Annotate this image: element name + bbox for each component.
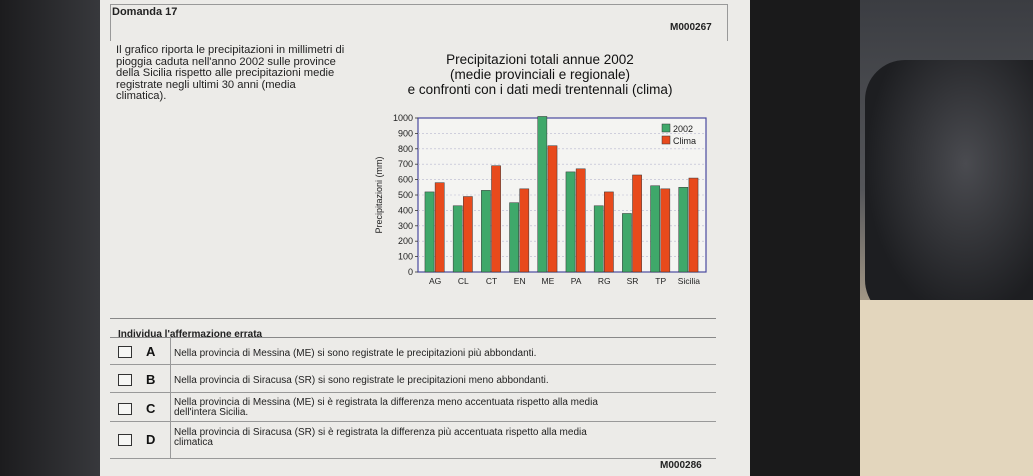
option-b-checkbox[interactable] [118,374,132,386]
option-c[interactable]: C Nella provincia di Messina (ME) si è r… [110,393,716,422]
bar-2002-pa [565,171,576,273]
y-tick-label: 700 [398,159,413,169]
y-tick-label: 400 [398,205,413,215]
option-b[interactable]: B Nella provincia di Siracusa (SR) si so… [110,365,716,393]
option-divider [170,422,171,458]
bar-clima-tp [660,188,671,273]
question-header [110,4,728,41]
bar-clima-pa [575,168,586,273]
option-a-letter: A [146,344,156,359]
bar-2002-ct [481,190,491,273]
option-d-letter: D [146,432,156,447]
legend-swatch-clima [661,135,671,145]
option-divider [170,337,171,364]
chart-title-line-2: (medie provinciali e regionale) [449,67,631,82]
y-tick-label: 900 [398,128,413,138]
bar-2002-en [509,202,519,273]
legend-label-2002: 2002 [673,124,693,134]
bar-2002-sr [622,213,632,273]
question-prompt: Individua l'affermazione errata [118,329,263,340]
bar-clima-me [547,145,558,273]
option-c-letter: C [146,401,156,416]
bar-2002-sicilia [678,187,689,273]
x-tick-label: TP [655,276,666,286]
y-tick-label: 200 [398,236,413,246]
option-d[interactable]: D Nella provincia di Siracusa (SR) si è … [110,422,716,459]
x-tick-label: ME [542,276,555,286]
y-axis-label: Precipitazioni (mm) [374,156,384,233]
background-jacket [865,60,1033,320]
chart-title: Precipitazioni totali annue 2002 (medie … [380,52,700,97]
option-d-checkbox[interactable] [118,434,132,446]
bar-clima-sicilia [688,177,699,273]
bar-clima-en [519,188,530,273]
option-b-text: Nella provincia di Siracusa (SR) si sono… [174,375,549,386]
background-left [0,0,110,476]
bar-2002-tp [650,185,660,273]
bar-clima-sr [632,174,642,273]
option-divider [170,393,171,421]
question-prompt-row: Individua l'affermazione errata [110,318,716,340]
bar-2002-cl [452,205,463,273]
bar-2002-ag [424,191,435,273]
option-c-text: Nella provincia di Messina (ME) si è reg… [174,397,598,418]
option-a-text: Nella provincia di Messina (ME) si sono … [174,348,537,359]
question-description: Il grafico riporta le precipitazioni in … [116,44,345,102]
bar-clima-cl [463,196,473,273]
bar-2002-rg [593,205,604,273]
x-tick-label: Sicilia [678,276,700,286]
screen-bezel [750,0,860,476]
x-tick-label: CL [458,276,469,286]
option-d-text: Nella provincia di Siracusa (SR) si è re… [174,427,587,448]
y-tick-label: 500 [398,190,413,200]
bar-2002-me [537,116,548,273]
question-code-bottom: M000286 [660,460,702,471]
option-a[interactable]: A Nella provincia di Messina (ME) si son… [110,337,716,365]
option-b-letter: B [146,372,156,387]
y-tick-label: 600 [398,175,413,185]
x-tick-label: SR [627,276,639,286]
bar-clima-ct [491,165,501,273]
x-tick-label: RG [598,276,611,286]
y-tick-label: 300 [398,221,413,231]
option-divider [170,365,171,392]
chart-title-line-3: e confronti con i dati medi trentennali … [407,82,673,97]
option-c-checkbox[interactable] [118,403,132,415]
precipitation-bar-chart: 0 100 200 300 400 500 600 700 800 900 1000 Precipit… [374,113,707,286]
legend-label-clima: Clima [673,136,696,146]
bar-clima-rg [604,191,614,273]
y-tick-label: 1000 [393,113,413,123]
legend-swatch-2002 [661,123,671,133]
question-sheet: Domanda 17 M000267 Il grafico riporta le… [100,0,750,476]
y-tick-label: 0 [408,267,413,277]
x-tick-label: CT [486,276,497,286]
question-code-top: M000267 [670,22,712,33]
y-tick-label: 800 [398,144,413,154]
x-tick-label: AG [429,276,441,286]
y-tick-label: 100 [398,252,413,262]
question-title: Domanda 17 [112,6,178,18]
x-tick-label: PA [571,276,582,286]
x-tick-label: EN [514,276,526,286]
bar-clima-ag [434,182,445,273]
option-a-checkbox[interactable] [118,346,132,358]
chart-title-line-1: Precipitazioni totali annue 2002 [446,52,634,67]
